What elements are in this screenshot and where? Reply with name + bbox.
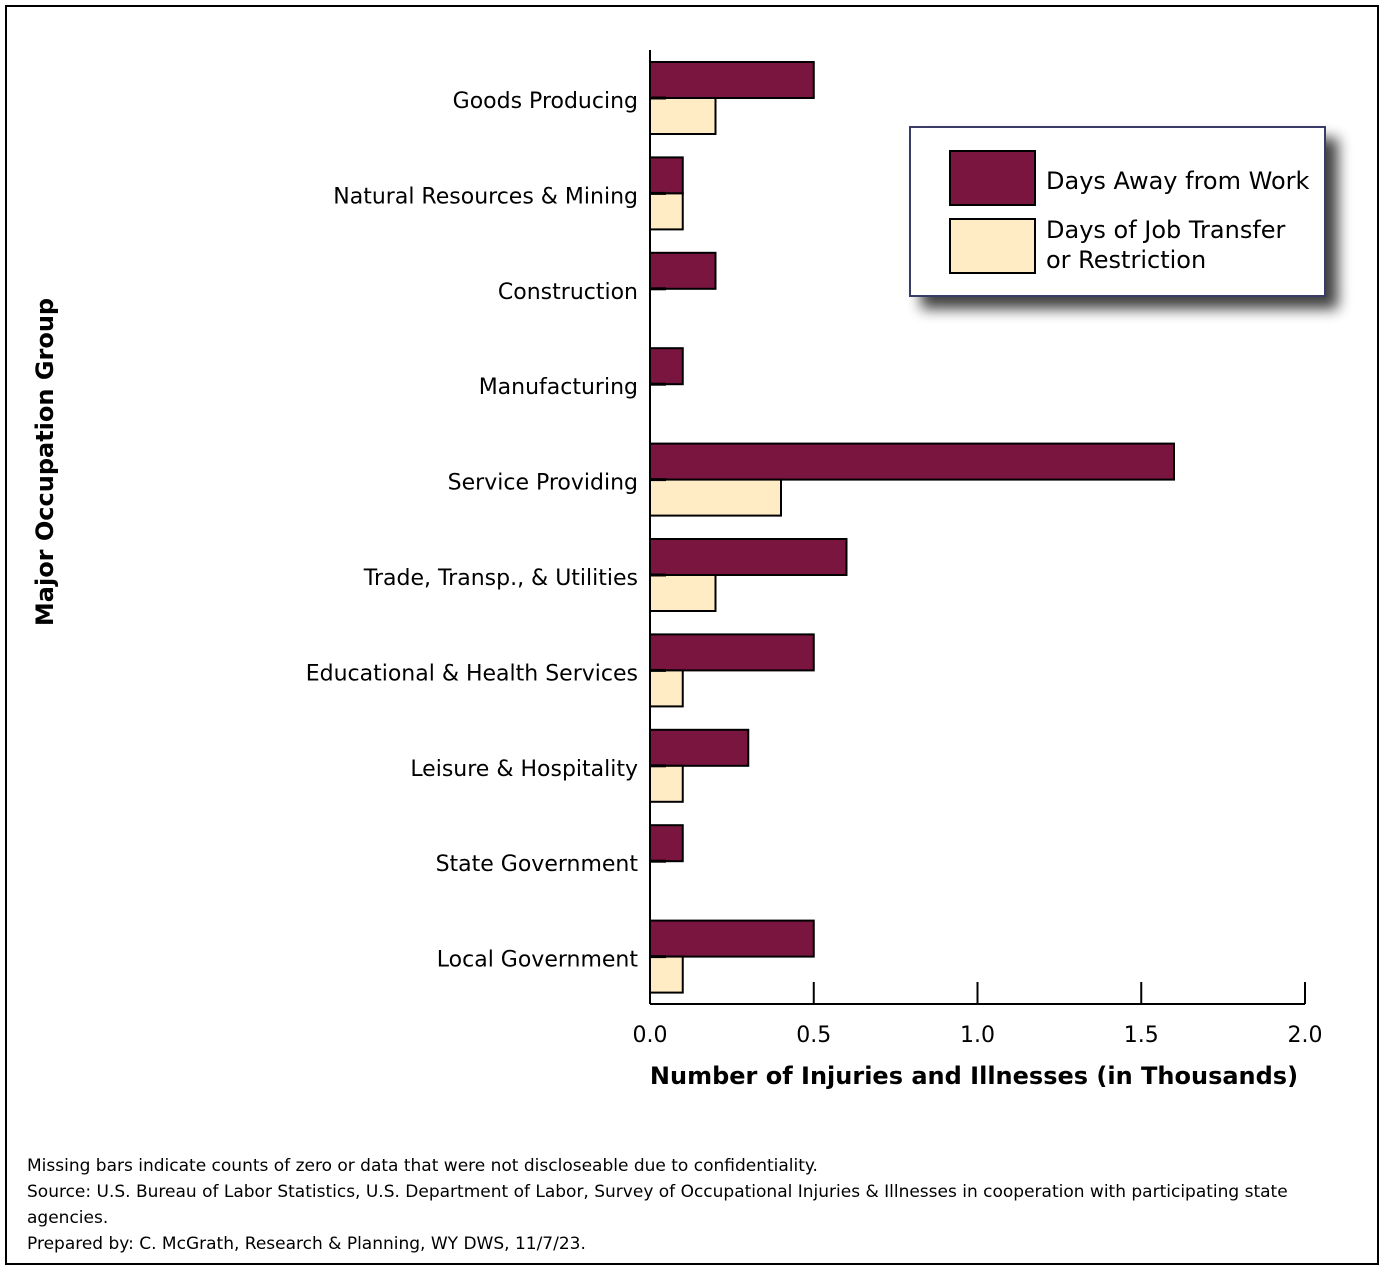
bar-leisure-hospitality-days-away [649, 728, 750, 767]
legend-swatch-job-transfer [949, 218, 1036, 274]
note-source: Source: U.S. Bureau of Labor Statistics,… [27, 1182, 1288, 1228]
bars-layer [649, 61, 1175, 994]
bar-local-government-days-away [649, 919, 815, 958]
y-axis-title: Major Occupation Group [31, 298, 59, 626]
category-label-trade-transp-utilities: Trade, Transp., & Utilities [363, 566, 638, 591]
labels-layer: Goods Producing Natural Resources & Minin… [306, 89, 1323, 1048]
legend: Days Away from Work Days of Job Transfer… [909, 126, 1326, 297]
category-label-natural-resources-mining: Natural Resources & Mining [333, 184, 638, 209]
category-label-educational-health-services: Educational & Health Services [306, 661, 638, 686]
bar-local-government-job-transfer [649, 955, 684, 994]
x-tick-label-0.0: 0.0 [633, 1023, 668, 1048]
x-tick-label-0.5: 0.5 [796, 1023, 831, 1048]
bar-natural-resources-mining-days-away [649, 156, 684, 195]
bar-trade-transp-utilities-days-away [649, 538, 848, 576]
note-missing-bars: Missing bars indicate counts of zero or … [27, 1156, 818, 1176]
axes-layer [649, 50, 1306, 1005]
bar-construction-days-away [649, 251, 717, 290]
x-tick-label-2.0: 2.0 [1288, 1023, 1323, 1048]
bar-trade-transp-utilities-job-transfer [649, 574, 717, 612]
bar-manufacturing-days-away [649, 347, 684, 386]
note-prepared-by: Prepared by: C. McGrath, Research & Plan… [27, 1234, 586, 1254]
bar-service-providing-job-transfer [649, 478, 782, 517]
bar-educational-health-services-days-away [649, 633, 815, 672]
category-label-local-government: Local Government [437, 948, 639, 973]
x-axis-title: Number of Injuries and Illnesses (in Tho… [650, 1062, 1298, 1090]
category-label-construction: Construction [498, 280, 638, 305]
category-label-state-government: State Government [436, 852, 639, 877]
legend-label-job-transfer-line2: or Restriction [1046, 246, 1206, 274]
legend-label-days-away: Days Away from Work [1046, 167, 1309, 195]
bar-leisure-hospitality-job-transfer [649, 764, 684, 803]
x-tick-label-1.5: 1.5 [1124, 1023, 1159, 1048]
legend-swatch-days-away [949, 150, 1036, 206]
bar-natural-resources-mining-job-transfer [649, 192, 684, 231]
bar-educational-health-services-job-transfer [649, 669, 684, 708]
category-label-goods-producing: Goods Producing [453, 89, 638, 114]
category-label-service-providing: Service Providing [448, 471, 638, 496]
x-tick-label-1.0: 1.0 [960, 1023, 995, 1048]
bar-chart: Goods Producing Natural Resources & Minin… [31, 50, 1326, 1090]
category-label-manufacturing: Manufacturing [479, 375, 638, 400]
category-label-leisure-hospitality: Leisure & Hospitality [410, 757, 638, 782]
bar-goods-producing-days-away [649, 61, 815, 99]
chart-notes: Missing bars indicate counts of zero or … [27, 1153, 1347, 1257]
bar-state-government-days-away [649, 824, 684, 863]
bar-goods-producing-job-transfer [649, 97, 717, 135]
legend-label-job-transfer-line1: Days of Job Transfer [1046, 216, 1286, 244]
bar-service-providing-days-away [649, 442, 1175, 481]
